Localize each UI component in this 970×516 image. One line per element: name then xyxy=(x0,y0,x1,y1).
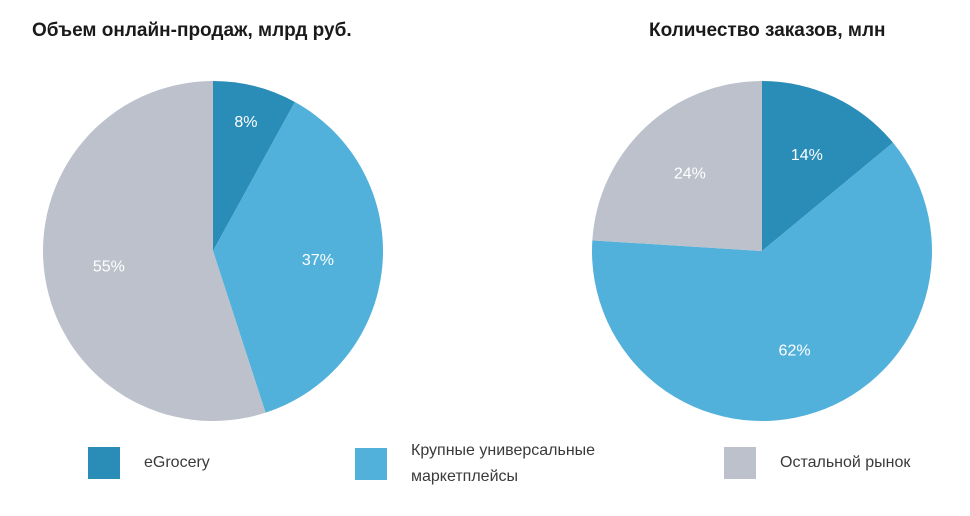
legend-swatch-rest xyxy=(724,447,756,479)
pie-slice-marketplaces xyxy=(213,102,384,413)
pie-slice-rest xyxy=(592,81,762,251)
data-label-marketplaces: 37% xyxy=(302,252,334,269)
chart-title-sales: Объем онлайн-продаж, млрд руб. xyxy=(32,20,352,41)
legend-swatch-marketplaces xyxy=(355,448,387,480)
data-label-egrocery: 8% xyxy=(234,114,257,131)
legend-item-egrocery: eGrocery xyxy=(88,447,210,479)
chart-title-orders: Количество заказов, млн xyxy=(649,20,886,41)
legend-swatch-egrocery xyxy=(88,447,120,479)
legend-label-egrocery: eGrocery xyxy=(144,454,210,471)
pie-slice-marketplaces xyxy=(592,142,932,421)
data-label-rest: 24% xyxy=(674,165,706,182)
legend-label-rest: Остальной рынок xyxy=(780,454,911,471)
data-label-egrocery: 14% xyxy=(791,147,823,164)
data-label-rest: 55% xyxy=(93,259,125,276)
legend-label-marketplaces: Крупные универсальные маркетплейсы xyxy=(411,442,596,485)
pie-chart-sales: 8% 37% 55% xyxy=(43,81,384,421)
data-label-marketplaces: 62% xyxy=(779,342,811,359)
pie-chart-orders: 14% 62% 24% xyxy=(592,81,932,421)
pie-slice-egrocery xyxy=(213,81,295,251)
pie-slice-egrocery xyxy=(762,81,893,251)
legend-item-rest: Остальной рынок xyxy=(724,447,910,479)
legend-item-marketplaces: Крупные универсальные маркетплейсы xyxy=(355,438,651,490)
pie-slice-rest xyxy=(43,81,266,421)
